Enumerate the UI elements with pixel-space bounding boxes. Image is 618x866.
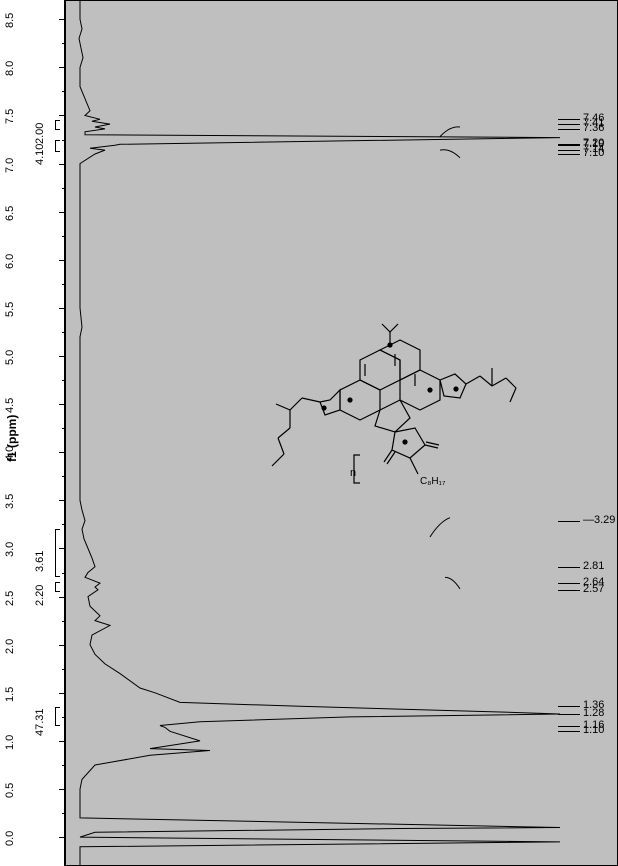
- peak-label-tick: [558, 714, 580, 715]
- peak-label: 7.10: [583, 147, 604, 159]
- peak-label-tick: [558, 145, 580, 146]
- integration-label: 4.10: [34, 125, 46, 165]
- peak-guide-curve: [440, 150, 460, 158]
- integration-bracket: [55, 707, 60, 726]
- peak-label-tick: [558, 124, 580, 125]
- peak-label-tick: [558, 583, 580, 584]
- peak-label: 1.28: [583, 707, 604, 719]
- peak-label: 1.10: [583, 724, 604, 736]
- peak-label: 7.36: [583, 122, 604, 134]
- peak-label-tick: [558, 521, 580, 522]
- peak-label: —3.29: [583, 514, 615, 526]
- integration-bracket: [55, 529, 60, 577]
- peak-label-tick: [558, 129, 580, 130]
- integration-label: 2.20: [34, 566, 46, 606]
- molecule-alkyl-label: C₈H₁₇: [420, 476, 446, 487]
- peak-label-tick: [558, 590, 580, 591]
- peak-label-tick: [558, 726, 580, 727]
- peak-guide-curve: [445, 577, 460, 589]
- integration-bracket: [55, 582, 60, 592]
- molecule-structure: n C₈H₁₇: [240, 270, 520, 530]
- peak-label: 2.57: [583, 583, 604, 595]
- molecule-repeat-n: n: [350, 467, 356, 479]
- peak-label-tick: [558, 150, 580, 151]
- peak-label-tick: [558, 731, 580, 732]
- peak-label: 2.81: [583, 560, 604, 572]
- integration-label: 47.31: [34, 696, 46, 736]
- peak-label-tick: [558, 567, 580, 568]
- peak-guide-curve: [440, 127, 460, 137]
- integration-bracket: [55, 120, 60, 130]
- peak-label-tick: [558, 119, 580, 120]
- peak-label-tick: [558, 706, 580, 707]
- peak-label-tick: [558, 154, 580, 155]
- integration-bracket: [55, 140, 60, 152]
